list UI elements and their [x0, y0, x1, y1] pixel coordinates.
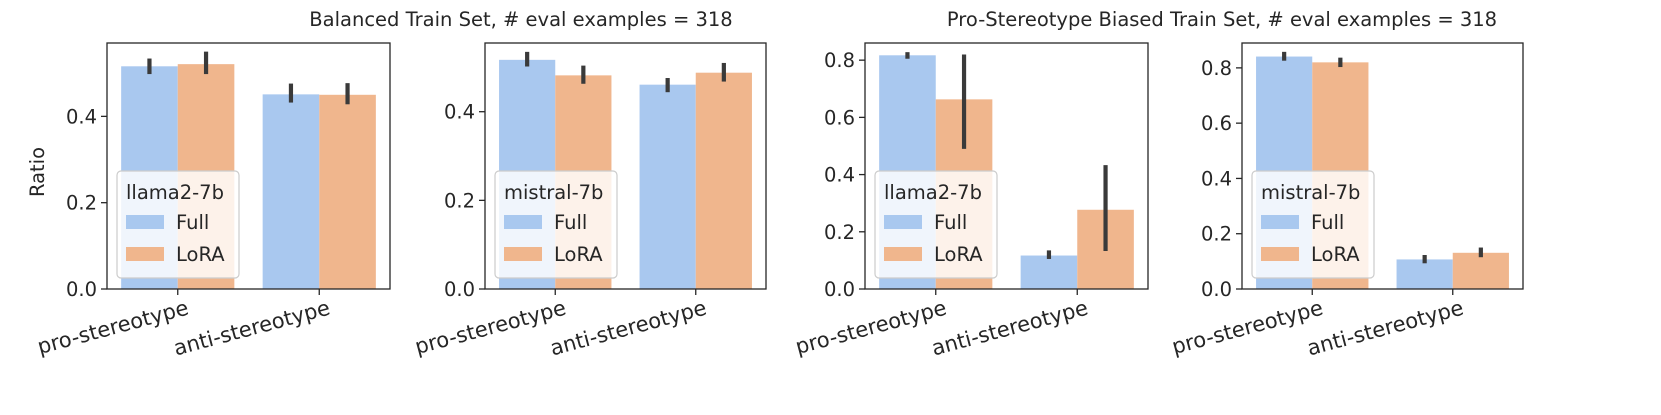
bar-lora-anti-stereotype [1452, 252, 1509, 289]
x-tick-label-anti-stereotype: anti-stereotype [171, 296, 333, 361]
bar-full-anti-stereotype [639, 84, 696, 290]
bar-full-anti-stereotype [1020, 255, 1078, 289]
y-axis-label: Ratio [26, 147, 49, 197]
y-tick-label: 0.6 [1201, 112, 1232, 135]
legend-swatch-full [504, 215, 542, 229]
legend: llama2-7b Full LoRA [874, 170, 998, 279]
legend-swatch-lora [504, 247, 542, 261]
bar-lora-anti-stereotype [319, 94, 376, 289]
y-tick-label: 0.2 [66, 192, 97, 215]
legend-label-full: Full [554, 211, 587, 234]
legend-label-full: Full [934, 211, 967, 234]
legend-label-full: Full [1311, 211, 1344, 234]
legend-title: llama2-7b [126, 181, 224, 204]
y-tick-label: 0.4 [66, 105, 97, 128]
x-tick-label-pro-stereotype: pro-stereotype [793, 296, 949, 359]
legend-swatch-lora [1261, 247, 1299, 261]
bar-lora-anti-stereotype [695, 72, 752, 289]
axes-frame [106, 42, 391, 290]
x-tick-label-pro-stereotype: pro-stereotype [412, 296, 568, 359]
y-tick-label: 0.2 [444, 189, 475, 212]
y-tick-label: 0.2 [1201, 223, 1232, 246]
legend-swatch-full [884, 215, 922, 229]
legend-label-lora: LoRA [1311, 243, 1360, 266]
legend-swatch-full [1261, 215, 1299, 229]
x-tick-label-anti-stereotype: anti-stereotype [929, 296, 1091, 361]
axes-frame [864, 42, 1149, 290]
legend-label-lora: LoRA [176, 243, 225, 266]
legend: mistral-7b Full LoRA [494, 170, 618, 279]
y-tick-label: 0.8 [824, 49, 855, 72]
bar-full-anti-stereotype [262, 94, 320, 289]
y-tick-label: 0.4 [824, 164, 855, 187]
x-tick-label-anti-stereotype: anti-stereotype [548, 296, 710, 361]
axes-frame [484, 42, 767, 290]
title-pro-biased: Pro-Stereotype Biased Train Set, # eval … [947, 8, 1497, 31]
legend: mistral-7b Full LoRA [1251, 170, 1375, 279]
y-tick-label: 0.4 [1201, 167, 1232, 190]
x-tick-label-pro-stereotype: pro-stereotype [1169, 296, 1325, 359]
axes-frame [1241, 42, 1524, 290]
legend-swatch-full [126, 215, 164, 229]
legend: llama2-7b Full LoRA [116, 170, 240, 279]
legend-label-lora: LoRA [554, 243, 603, 266]
y-tick-label: 0.4 [444, 101, 475, 124]
legend-title: mistral-7b [1261, 181, 1360, 204]
legend-swatch-lora [126, 247, 164, 261]
y-tick-label: 0.0 [444, 278, 475, 301]
legend-label-lora: LoRA [934, 243, 983, 266]
title-balanced: Balanced Train Set, # eval examples = 31… [309, 8, 732, 31]
chart-panel-4: 0.0 0.2 0.4 0.6 0.8 pro-stereotypeanti-stereo… [1169, 42, 1524, 361]
y-tick-label: 0.0 [66, 278, 97, 301]
y-tick-label: 0.2 [824, 221, 855, 244]
legend-title: llama2-7b [884, 181, 982, 204]
x-tick-label-pro-stereotype: pro-stereotype [35, 296, 191, 359]
y-tick-label: 0.0 [1201, 278, 1232, 301]
legend-swatch-lora [884, 247, 922, 261]
y-tick-label: 0.0 [824, 278, 855, 301]
chart-panel-3: 0.0 0.2 0.4 0.6 0.8 pro-stereotypeanti-stereo… [793, 42, 1149, 361]
legend-label-full: Full [176, 211, 209, 234]
y-tick-label: 0.8 [1201, 57, 1232, 80]
panels: 0.00.20.4pro-stereotypeanti-stereotypell… [35, 42, 1524, 361]
x-tick-label-anti-stereotype: anti-stereotype [1305, 296, 1467, 361]
y-tick-label: 0.6 [824, 106, 855, 129]
bar-full-anti-stereotype [1396, 259, 1453, 289]
legend-title: mistral-7b [504, 181, 603, 204]
